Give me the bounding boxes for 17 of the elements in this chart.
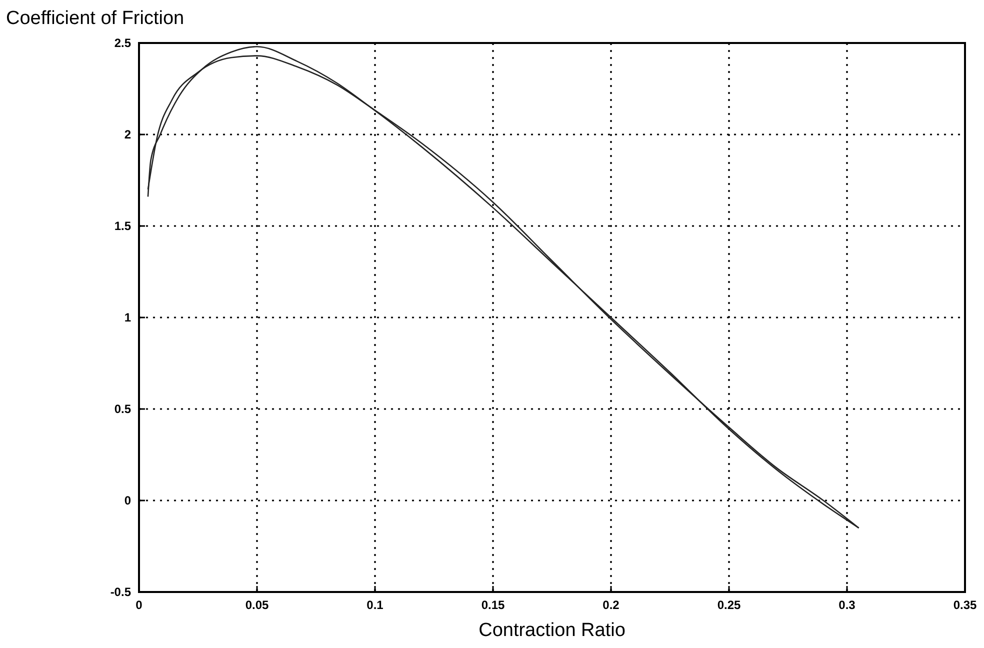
y-tick-label: 2.5 — [114, 36, 132, 50]
x-tick-label: 0.05 — [245, 598, 269, 612]
y-tick-label: 1 — [124, 310, 132, 324]
y-tick-label: -0.5 — [110, 585, 132, 599]
y-axis-title: Coefficient of Friction — [6, 8, 184, 29]
x-axis-title: Contraction Ratio — [478, 620, 626, 641]
y-tick-label: 2 — [124, 128, 132, 142]
x-tick-label: 0.25 — [717, 598, 741, 612]
x-tick-label: 0 — [136, 598, 143, 612]
y-tick-label: 0.5 — [114, 402, 132, 416]
x-tick-label: 0.2 — [602, 598, 620, 612]
y-tick-label: 1.5 — [114, 219, 132, 233]
x-tick-label: 0.3 — [838, 598, 856, 612]
x-tick-label: 0.1 — [366, 598, 384, 612]
y-tick-label: 0 — [124, 494, 132, 508]
x-tick-label: 0.35 — [953, 598, 977, 612]
x-tick-label: 0.15 — [481, 598, 505, 612]
